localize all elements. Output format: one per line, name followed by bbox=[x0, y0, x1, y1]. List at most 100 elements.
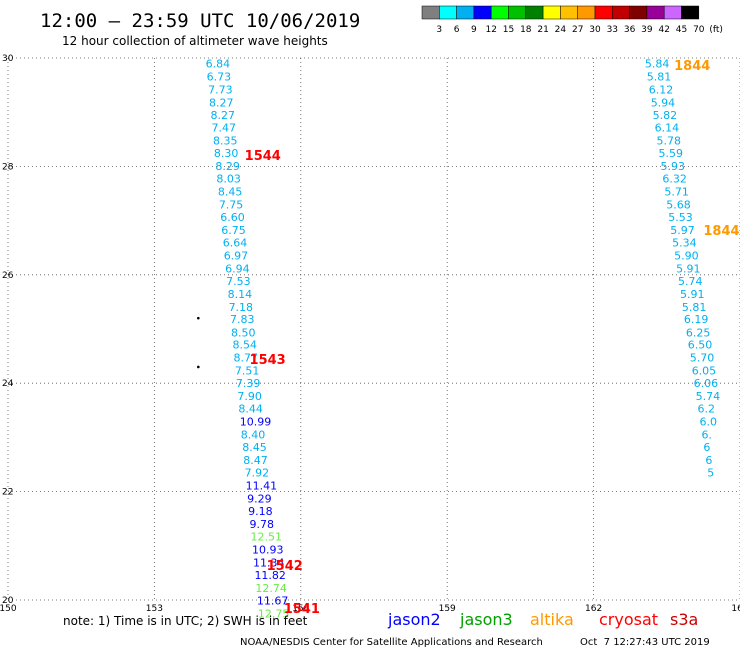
legend-swatch bbox=[646, 5, 665, 20]
wave-height-label: 7.92 bbox=[245, 467, 270, 480]
wave-height-tracks: 6.846.737.738.278.277.478.358.308.298.03… bbox=[197, 57, 721, 621]
legend-swatch bbox=[629, 5, 648, 20]
time-labels: 1544 1543 1542 1541 1844 1844 bbox=[245, 59, 740, 617]
wave-height-label: 5.78 bbox=[657, 134, 682, 147]
wave-height-label: 5.53 bbox=[668, 211, 693, 224]
wave-height-label: 8.54 bbox=[232, 339, 256, 352]
wave-height-label: 6.06 bbox=[694, 377, 719, 390]
wave-height-label: 6.64 bbox=[223, 236, 248, 249]
wave-height-label: 11.67 bbox=[257, 595, 289, 608]
wave-height-label: 9.18 bbox=[248, 505, 273, 518]
wave-height-label: 11.34 bbox=[253, 557, 285, 570]
legend-swatch bbox=[456, 5, 475, 20]
y-tick-label: 22 bbox=[2, 488, 13, 498]
wave-height-label: 6.73 bbox=[207, 70, 232, 83]
color-legend: 3 6 9 12 15 18 21 24 27 30 33 36 39 42 45 70 (ft) bbox=[421, 5, 723, 35]
wave-height-label: 6.94 bbox=[225, 262, 250, 275]
wave-height-label: 7.53 bbox=[226, 275, 251, 288]
y-tick-label: 20 bbox=[2, 596, 14, 606]
wave-height-label: 6 bbox=[703, 441, 710, 454]
legend-label: 36 bbox=[624, 25, 636, 35]
wave-height-label: 8.47 bbox=[243, 454, 268, 467]
wave-height-label: 8.45 bbox=[218, 185, 243, 198]
wave-height-label: 6.05 bbox=[692, 365, 717, 378]
legend-label: 24 bbox=[555, 25, 567, 35]
y-tick-label: 26 bbox=[2, 271, 14, 281]
legend-label: 39 bbox=[641, 25, 653, 35]
footer-credit: NOAA/NESDIS Center for Satellite Applica… bbox=[240, 637, 543, 648]
wave-height-label: 7.18 bbox=[229, 301, 254, 314]
wave-height-label: 6.19 bbox=[684, 313, 709, 326]
wave-height-label: 5.84 bbox=[645, 57, 670, 70]
wave-height-label: 6.60 bbox=[220, 211, 245, 224]
time-label: 1844 bbox=[674, 59, 710, 74]
legend-label: 42 bbox=[658, 25, 669, 35]
footer-note: note: 1) Time is in UTC; 2) SWH is in fe… bbox=[63, 614, 308, 628]
x-tick-label: 162 bbox=[585, 604, 602, 614]
axis-tick-labels: 150 153 156 159 162 165 20 22 24 26 28 30 bbox=[0, 54, 740, 614]
time-label: 1544 bbox=[245, 149, 281, 164]
wave-height-label: 8.30 bbox=[214, 147, 239, 160]
wave-height-label: 5.70 bbox=[690, 352, 715, 365]
wave-height-label: 5.68 bbox=[666, 198, 691, 211]
track-marker bbox=[197, 316, 200, 320]
wave-height-label: 6.2 bbox=[698, 403, 716, 416]
wave-height-label: 10.99 bbox=[240, 416, 271, 429]
legend-swatch bbox=[594, 5, 613, 20]
time-label: 1542 bbox=[267, 559, 303, 574]
wave-height-label: 7.73 bbox=[208, 83, 233, 96]
wave-height-label: 6.0 bbox=[699, 416, 717, 429]
legend-label: 18 bbox=[520, 25, 532, 35]
wave-height-label: 7.47 bbox=[211, 121, 236, 134]
satellite-jason2: jason2 bbox=[387, 610, 441, 629]
wave-height-label: 6.84 bbox=[206, 57, 231, 70]
wave-height-label: 6.12 bbox=[649, 83, 674, 96]
wave-height-label: 5.91 bbox=[676, 262, 701, 275]
legend-swatch bbox=[612, 5, 630, 20]
wave-height-label: 10.93 bbox=[252, 544, 284, 557]
wave-height-label: 6.14 bbox=[655, 121, 680, 134]
legend-swatch bbox=[473, 5, 492, 20]
wave-height-label: 6 bbox=[705, 454, 712, 467]
legend-swatch bbox=[525, 5, 544, 20]
legend-label: 30 bbox=[589, 25, 601, 35]
x-tick-label: 156 bbox=[292, 604, 309, 614]
wave-height-label: 5.59 bbox=[659, 147, 684, 160]
satellite-jason3: jason3 bbox=[459, 610, 513, 629]
legend-swatch bbox=[577, 5, 596, 20]
plot-grid bbox=[7, 57, 740, 601]
wave-height-label: 8.40 bbox=[241, 429, 266, 442]
wave-height-label: 5.74 bbox=[678, 275, 703, 288]
y-tick-label: 30 bbox=[2, 54, 14, 64]
wave-height-label: 9.78 bbox=[250, 518, 275, 531]
legend-swatch bbox=[421, 5, 440, 20]
wave-height-label: 12.51 bbox=[251, 531, 283, 544]
wave-height-label: 5 bbox=[707, 467, 714, 480]
legend-swatch bbox=[542, 5, 561, 20]
wave-height-label: 8.77 bbox=[233, 352, 258, 365]
legend-swatch bbox=[508, 5, 527, 20]
footer-timestamp: Oct 7 12:27:43 UTC 2019 bbox=[580, 637, 710, 648]
wave-height-label: 6.97 bbox=[224, 249, 249, 262]
wave-height-label: 5.97 bbox=[670, 224, 695, 237]
legend-swatch bbox=[439, 5, 457, 20]
x-tick-label: 165 bbox=[731, 604, 740, 614]
wave-height-label: 7.51 bbox=[235, 365, 259, 378]
legend-label: 9 bbox=[471, 25, 477, 35]
wave-height-label: 5.74 bbox=[696, 390, 721, 403]
satellite-cryosat: cryosat bbox=[599, 610, 658, 629]
legend-label: (ft) bbox=[709, 25, 723, 35]
wave-height-label: 9.29 bbox=[247, 493, 272, 506]
legend-swatch bbox=[490, 5, 509, 20]
wave-height-label: 6.25 bbox=[686, 326, 711, 339]
legend-label: 45 bbox=[676, 25, 687, 35]
wave-height-label: 12.75 bbox=[258, 608, 290, 621]
wave-height-label: 7.90 bbox=[237, 390, 261, 403]
wave-height-label: 5.34 bbox=[672, 236, 697, 249]
wave-height-label: 6. bbox=[701, 429, 712, 442]
chart-subtitle: 12 hour collection of altimeter wave hei… bbox=[62, 34, 328, 48]
chart-title: 12:00 — 23:59 UTC 10/06/2019 bbox=[40, 10, 360, 32]
wave-height-label: 11.41 bbox=[246, 480, 278, 493]
wave-height-label: 5.81 bbox=[682, 301, 707, 314]
legend-label: 15 bbox=[503, 25, 514, 35]
